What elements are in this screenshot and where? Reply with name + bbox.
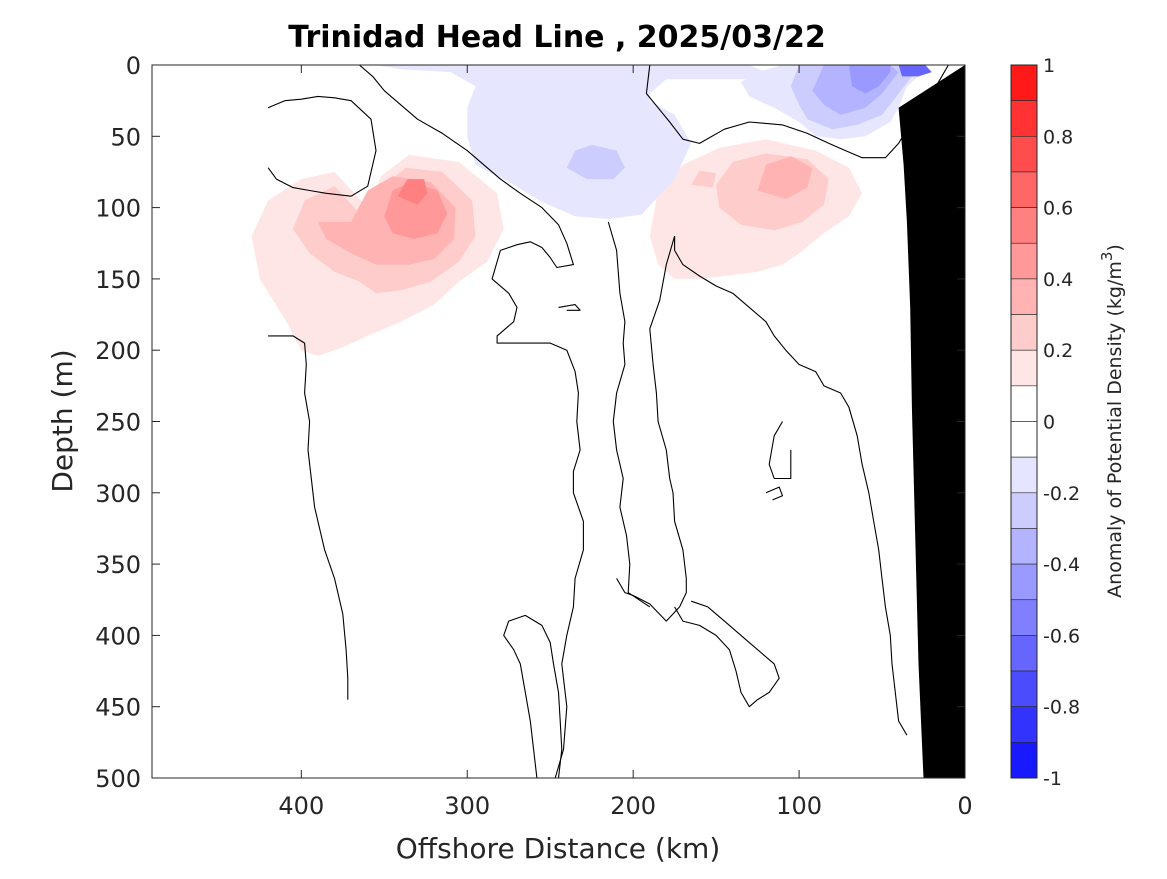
colorbar-band — [1010, 563, 1038, 601]
zero-contour-9 — [674, 600, 780, 708]
zero-contour-12 — [674, 236, 908, 736]
colorbar-tick-label: 0.4 — [1043, 269, 1073, 291]
x-axis: 400 300 200 100 0 — [278, 65, 973, 820]
colorbar-band — [1010, 706, 1038, 743]
zero-contour-1 — [267, 95, 377, 197]
colorbar: 1 0.8 0.6 0.4 0.2 0 -0.2 -0.4 -0.6 -0.8 -1 — [1010, 55, 1080, 790]
colorbar-band — [1010, 349, 1038, 387]
contour-fills — [251, 65, 932, 356]
y-tick-label: 50 — [110, 123, 141, 151]
colorbar-band — [1010, 599, 1038, 636]
x-tick-label: 400 — [278, 792, 324, 820]
colorbar-band — [1010, 278, 1038, 315]
colorbar-band — [1010, 528, 1038, 565]
colorbar-band — [1010, 635, 1038, 672]
y-tick-label: 350 — [95, 551, 141, 579]
colorbar-label-suffix: ) — [1104, 244, 1126, 251]
y-tick-label: 200 — [95, 337, 141, 365]
colorbar-tick-label: -1 — [1043, 768, 1062, 790]
zero-contour-11 — [765, 486, 784, 501]
y-tick-label: 100 — [95, 195, 141, 223]
colorbar-tick-label: -0.2 — [1043, 483, 1080, 505]
colorbar-band — [1010, 171, 1038, 208]
zero-contour-3 — [268, 335, 349, 700]
colorbar-tick-label: 0.6 — [1043, 198, 1073, 220]
y-tick-label: 300 — [95, 480, 141, 508]
colorbar-tick-label: 0.2 — [1043, 340, 1073, 362]
colorbar-label-prefix: Anomaly of Potential Density (kg/m — [1104, 261, 1126, 598]
colorbar-tick-label: -0.6 — [1043, 625, 1080, 647]
x-axis-label: Offshore Distance (km) — [396, 832, 721, 865]
colorbar-band — [1010, 421, 1038, 458]
zero-contour-2 — [359, 65, 584, 778]
y-tick-label: 500 — [95, 765, 141, 793]
colorbar-border — [1010, 64, 1038, 779]
y-tick-label: 0 — [126, 52, 141, 80]
zero-contour-10 — [768, 421, 792, 480]
fill-blue-right-5 — [898, 65, 932, 77]
colorbar-tick-label: 0 — [1043, 412, 1055, 434]
colorbar-band — [1010, 64, 1038, 101]
x-tick-label: 100 — [776, 792, 822, 820]
colorbar-label: Anomaly of Potential Density (kg/m3) — [1098, 244, 1126, 598]
colorbar-tick-label: 0.8 — [1043, 126, 1073, 148]
colorbar-band — [1010, 136, 1038, 173]
colorbar-band — [1010, 242, 1038, 280]
zero-contour-6 — [607, 221, 651, 608]
y-tick-label: 150 — [95, 266, 141, 294]
colorbar-band — [1010, 742, 1038, 779]
fill-blob-a-5 — [397, 179, 428, 205]
fill-blue-right-4 — [848, 65, 891, 94]
bathymetry-mask — [898, 65, 965, 778]
colorbar-tick-label: -0.4 — [1043, 554, 1080, 576]
y-tick-label: 400 — [95, 622, 141, 650]
y-tick-label: 250 — [95, 409, 141, 437]
colorbar-band — [1010, 207, 1038, 244]
colorbar-band — [1010, 314, 1038, 351]
zero-contours — [267, 65, 949, 778]
colorbar-band — [1010, 100, 1038, 137]
seafloor-wedge — [898, 65, 965, 778]
x-tick-label: 200 — [610, 792, 656, 820]
zero-contour-7 — [616, 235, 687, 622]
zero-contour-4 — [558, 304, 581, 311]
chart-title: Trinidad Head Line , 2025/03/22 — [288, 20, 825, 55]
fill-blue-main-2 — [566, 144, 625, 180]
colorbar-band — [1010, 456, 1038, 494]
y-axis: 0 50 100 150 200 250 300 350 400 450 500 — [95, 52, 965, 793]
colorbar-band — [1010, 385, 1038, 422]
colorbar-band — [1010, 492, 1038, 529]
colorbar-tick-label: -0.8 — [1043, 697, 1080, 719]
zero-contour-8 — [503, 614, 563, 778]
x-tick-label: 0 — [957, 792, 972, 820]
fill-blob-b-3 — [757, 156, 813, 199]
fill-blob-b-4 — [691, 170, 717, 188]
colorbar-band — [1010, 670, 1038, 707]
y-axis-label: Depth (m) — [46, 349, 79, 492]
x-tick-label: 300 — [444, 792, 490, 820]
colorbar-label-exp: 3 — [1098, 252, 1116, 262]
y-tick-label: 450 — [95, 694, 141, 722]
colorbar-tick-label: 1 — [1043, 55, 1055, 77]
zero-contour-5 — [645, 65, 949, 159]
fill-blue-main-1 — [376, 65, 766, 219]
